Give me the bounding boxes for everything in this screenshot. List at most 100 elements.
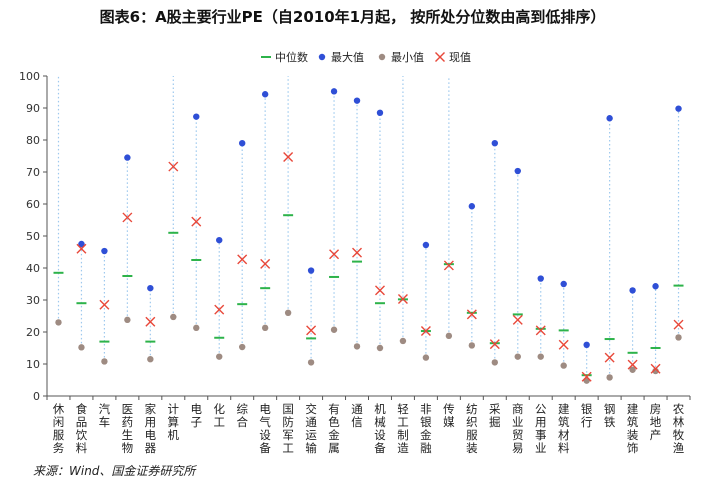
min-point <box>491 359 499 366</box>
current-mark-stroke <box>420 326 431 337</box>
y-tick-label: 70 <box>26 166 40 179</box>
min-point <box>399 337 407 345</box>
category-label: 传媒 <box>443 402 455 429</box>
current-mark <box>489 339 500 350</box>
legend-dot-icon <box>318 53 326 61</box>
current-mark-stroke <box>352 247 363 258</box>
max-point <box>353 97 361 104</box>
chart-axes: 0 10 20 30 40 50 60 70 80 90 100 <box>19 70 691 403</box>
current-mark-stroke <box>168 161 179 172</box>
current-mark <box>673 319 684 330</box>
current-mark-stroke <box>191 216 202 227</box>
category-label: 有色金属 <box>328 402 340 455</box>
current-mark-stroke <box>535 325 546 336</box>
category-label: 非银金融 <box>420 402 432 455</box>
current-mark-stroke <box>237 254 248 265</box>
current-mark-stroke <box>397 294 408 305</box>
max-point <box>78 240 85 248</box>
category-label: 机械设备 <box>374 402 386 455</box>
min-point <box>560 362 567 369</box>
min-point <box>376 344 384 352</box>
legend-item-min: 最小值 <box>378 51 424 64</box>
data-marks <box>53 88 684 384</box>
current-mark <box>329 249 340 260</box>
y-tick-label: 80 <box>26 134 40 147</box>
legend-label: 最小值 <box>391 51 424 64</box>
min-point <box>101 358 108 365</box>
max-point <box>193 113 200 120</box>
min-point <box>238 343 246 351</box>
current-mark <box>99 299 110 310</box>
current-mark <box>214 304 225 315</box>
max-point <box>652 283 659 290</box>
min-point <box>514 353 521 360</box>
current-mark-stroke <box>260 258 271 269</box>
current-mark <box>76 243 87 254</box>
category-label: 公用事业 <box>535 402 547 455</box>
current-mark-stroke <box>512 314 523 325</box>
current-mark <box>627 359 638 370</box>
min-point <box>330 326 338 333</box>
min-point <box>147 356 154 363</box>
max-point <box>583 341 590 348</box>
min-point <box>55 319 62 326</box>
current-mark-stroke <box>76 243 87 254</box>
category-label: 综合 <box>236 402 248 429</box>
y-tick-label: 90 <box>26 102 40 115</box>
current-mark <box>397 294 408 305</box>
legend-item-median: 中位数 <box>261 50 308 64</box>
category-label: 家用电器 <box>145 402 157 455</box>
current-mark <box>420 326 431 337</box>
category-label: 食品饮料 <box>76 402 88 455</box>
current-mark <box>443 260 454 271</box>
legend-label: 现值 <box>449 51 471 64</box>
max-point <box>216 236 223 244</box>
current-mark <box>604 352 615 363</box>
category-label: 计算机 <box>168 402 180 442</box>
current-mark-stroke <box>650 363 661 374</box>
current-mark-stroke <box>581 371 592 382</box>
min-point <box>261 324 269 332</box>
current-mark <box>558 339 569 350</box>
category-label: 建筑装饰 <box>627 402 639 455</box>
min-point <box>284 309 292 316</box>
current-mark <box>145 316 156 327</box>
min-point <box>468 342 476 349</box>
current-mark <box>512 314 523 325</box>
current-mark <box>650 363 661 374</box>
min-point <box>216 353 223 360</box>
current-mark <box>168 161 179 172</box>
min-point <box>537 353 544 360</box>
legend-x-icon <box>435 52 445 62</box>
max-point <box>147 284 154 292</box>
category-label: 商业贸易 <box>512 402 524 455</box>
y-tick-label: 20 <box>26 326 40 339</box>
chart-title: 图表6：A股主要行业PE（自2010年1月起， 按所处分位数由高到低排序） <box>99 8 606 26</box>
category-label: 化工 <box>213 402 225 429</box>
current-mark-stroke <box>283 151 294 162</box>
legend-item-current: 现值 <box>435 51 471 64</box>
current-mark-stroke <box>99 299 110 310</box>
max-point <box>491 140 499 147</box>
min-point <box>307 359 315 366</box>
current-mark-stroke <box>673 319 684 330</box>
min-point <box>124 316 131 324</box>
max-point <box>675 105 682 112</box>
category-label: 钢铁 <box>604 402 616 429</box>
max-point <box>101 247 108 255</box>
current-mark-stroke <box>466 309 477 320</box>
min-point <box>629 366 636 373</box>
current-mark-stroke <box>604 352 615 363</box>
max-point <box>330 88 338 95</box>
category-label: 电气设备 <box>259 402 271 455</box>
legend-item-max: 最大值 <box>318 50 364 64</box>
range-lines <box>57 76 680 381</box>
current-mark <box>535 325 546 336</box>
category-label: 休闲服务 <box>53 402 65 455</box>
max-point <box>238 140 246 147</box>
y-tick-label: 100 <box>19 70 40 83</box>
max-point <box>261 91 269 98</box>
category-label: 电子 <box>191 402 203 429</box>
min-point <box>422 354 430 361</box>
legend-label: 最大值 <box>331 50 364 64</box>
